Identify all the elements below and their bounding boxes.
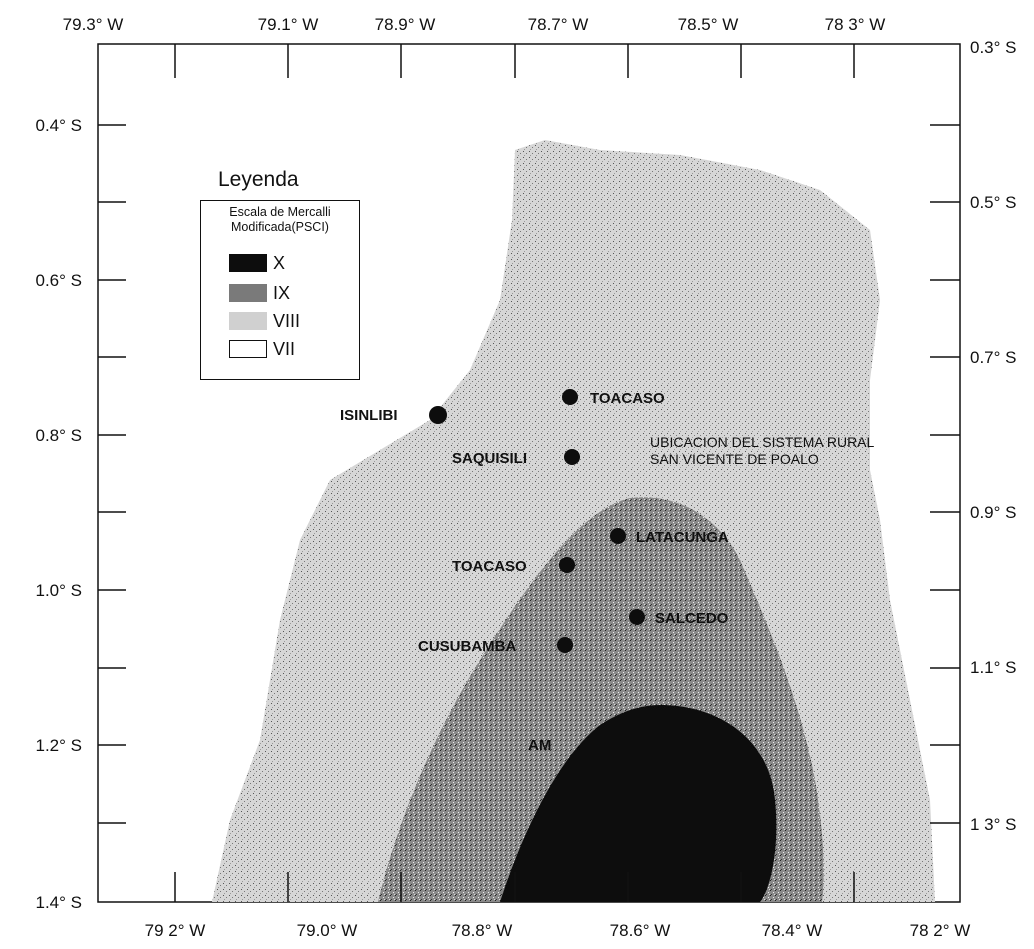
town-label-latacunga: LATACUNGA (636, 529, 729, 546)
right-tick-label: 0.9° S (970, 503, 1017, 522)
left-tick-label: 0.8° S (36, 426, 83, 445)
top-tick-label: 78 3° W (825, 15, 886, 34)
bottom-tick-label: 78 2° W (910, 921, 971, 940)
left-tick-label: 0.6° S (36, 271, 83, 290)
bottom-tick-label: 78.8° W (452, 921, 513, 940)
legend-swatch-viii (229, 312, 267, 330)
town-marker-saquisili (564, 449, 580, 465)
town-label-toacaso-north: TOACASO (590, 390, 665, 407)
legend-scale-line-2: Modificada(PSCI) (231, 220, 329, 234)
legend-box: Escala de Mercalli Modificada(PSCI) X IX… (200, 200, 360, 380)
top-tick-label: 79.3° W (63, 15, 124, 34)
right-tick-label: 1.1° S (970, 658, 1017, 677)
town-label-salcedo: SALCEDO (655, 610, 729, 627)
top-tick-label: 78.5° W (678, 15, 739, 34)
top-ticks (174, 44, 855, 78)
bottom-tick-label: 79 2° W (145, 921, 206, 940)
town-label-cusubamba: CUSUBAMBA (418, 638, 516, 655)
top-tick-label: 78.7° W (528, 15, 589, 34)
annotation-line-1: UBICACION DEL SISTEMA RURAL (650, 434, 875, 450)
legend-label-x: X (273, 252, 286, 273)
town-marker-salcedo (629, 609, 645, 625)
legend-scale-title: Escala de Mercalli Modificada(PSCI) (205, 205, 355, 235)
annotation-line-2: SAN VICENTE DE POALO (650, 451, 819, 467)
top-tick-label: 79.1° W (258, 15, 319, 34)
top-tick-label: 78.9° W (375, 15, 436, 34)
left-ticks (98, 124, 126, 824)
left-tick-label: 0.4° S (36, 116, 83, 135)
legend-label-ix: IX (273, 282, 291, 303)
town-label-ambato: AM (528, 737, 551, 754)
bottom-tick-label: 79.0° W (297, 921, 358, 940)
right-tick-label: 1 3° S (970, 815, 1017, 834)
right-tick-label: 0.3° S (970, 38, 1017, 57)
legend-item-x: X (229, 253, 285, 273)
left-tick-label: 1.2° S (36, 736, 83, 755)
legend-swatch-x (229, 254, 267, 272)
right-tick-label: 0.5° S (970, 193, 1017, 212)
legend-item-vii: VII (229, 339, 295, 359)
legend-swatch-ix (229, 284, 267, 302)
town-marker-latacunga (610, 528, 626, 544)
town-marker-toacaso-north (562, 389, 578, 405)
town-marker-cusubamba (557, 637, 573, 653)
legend-title: Leyenda (218, 168, 299, 191)
legend-scale-line-1: Escala de Mercalli (229, 205, 331, 219)
legend-item-viii: VIII (229, 311, 300, 331)
legend-item-ix: IX (229, 283, 290, 303)
right-ticks (930, 124, 960, 824)
town-label-toacaso-south: TOACASO (452, 558, 527, 575)
town-label-isinlibi: ISINLIBI (340, 407, 398, 424)
legend-label-vii: VII (273, 338, 296, 359)
left-tick-label: 1.0° S (36, 581, 83, 600)
bottom-ticks (174, 872, 855, 902)
bottom-tick-label: 78.6° W (610, 921, 671, 940)
left-tick-label: 1.4° S (36, 893, 83, 912)
town-label-saquisili: SAQUISILI (452, 450, 527, 467)
bottom-tick-label: 78.4° W (762, 921, 823, 940)
right-tick-label: 0.7° S (970, 348, 1017, 367)
legend-swatch-vii (229, 340, 267, 358)
town-marker-toacaso-south (559, 557, 575, 573)
legend-label-viii: VIII (273, 310, 301, 331)
town-marker-isinlibi (429, 406, 447, 424)
zone-x-area (500, 705, 777, 902)
